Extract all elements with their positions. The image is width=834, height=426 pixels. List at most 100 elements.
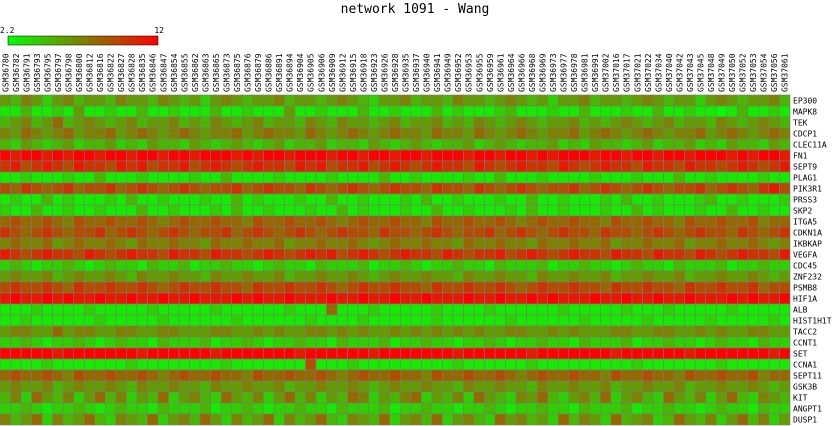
- heatmap-cell: [389, 138, 401, 151]
- heatmap-cell: [326, 292, 338, 305]
- heatmap-cell: [621, 94, 633, 107]
- heatmap-cell: [115, 94, 127, 107]
- heatmap-cell: [368, 303, 380, 316]
- heatmap-cell: [694, 248, 707, 261]
- heatmap-cell: [579, 402, 591, 415]
- heatmap-cell: [431, 182, 443, 195]
- heatmap-cell: [389, 116, 401, 129]
- heatmap-cell: [758, 325, 770, 338]
- column-label: GSM36835: [138, 53, 147, 92]
- heatmap-cell: [62, 358, 75, 371]
- heatmap-cell: [452, 391, 464, 404]
- heatmap-cell: [347, 325, 359, 338]
- heatmap-cell: [20, 149, 32, 162]
- heatmap-cell: [241, 303, 254, 316]
- heatmap-cell: [252, 237, 264, 250]
- heatmap-cell: [178, 270, 190, 283]
- heatmap-cell: [178, 215, 190, 228]
- heatmap-cell: [421, 116, 433, 129]
- heatmap-cell: [484, 149, 496, 162]
- heatmap-cell: [241, 413, 254, 426]
- heatmap-cell: [758, 94, 770, 107]
- column-label: GSM36822: [107, 53, 116, 92]
- heatmap-cell: [62, 127, 75, 140]
- heatmap-cell: [515, 292, 527, 305]
- row-label: VEGFA: [793, 251, 817, 260]
- heatmap-cell: [126, 182, 138, 195]
- heatmap-cell: [399, 336, 412, 349]
- heatmap-cell: [305, 314, 317, 327]
- heatmap-cell: [421, 182, 433, 195]
- heatmap-cell: [241, 127, 254, 140]
- heatmap-cell: [368, 336, 380, 349]
- heatmap-cell: [557, 336, 570, 349]
- heatmap-cell: [83, 292, 96, 305]
- heatmap-cell: [20, 127, 32, 140]
- heatmap-cell: [41, 336, 53, 349]
- heatmap-cell: [652, 347, 664, 360]
- heatmap-cell: [726, 94, 738, 107]
- heatmap-cell: [105, 347, 117, 360]
- heatmap-cell: [568, 402, 580, 415]
- heatmap-cell: [210, 336, 222, 349]
- heatmap-cell: [463, 149, 475, 162]
- heatmap-cell: [547, 259, 559, 272]
- heatmap-cell: [568, 325, 580, 338]
- heatmap-cell: [652, 358, 664, 371]
- heatmap-cell: [378, 402, 391, 415]
- heatmap-cell: [305, 94, 317, 107]
- heatmap-cell: [758, 105, 770, 118]
- heatmap-cell: [168, 94, 180, 107]
- heatmap-cell: [94, 303, 106, 316]
- heatmap-cell: [589, 391, 601, 404]
- heatmap-cell: [568, 270, 580, 283]
- heatmap-cell: [389, 248, 401, 261]
- heatmap-cell: [431, 303, 443, 316]
- heatmap-cell: [473, 94, 485, 107]
- heatmap-cell: [357, 215, 369, 228]
- heatmap-cell: [305, 402, 317, 415]
- heatmap-cell: [241, 149, 254, 162]
- heatmap-cell: [62, 402, 75, 415]
- heatmap-cell: [673, 402, 685, 415]
- heatmap-cell: [526, 116, 538, 129]
- heatmap-cell: [505, 281, 517, 294]
- heatmap-cell: [105, 336, 117, 349]
- heatmap-cell: [610, 193, 622, 206]
- heatmap-cell: [305, 380, 317, 393]
- heatmap-cell: [505, 215, 517, 228]
- heatmap-cell: [726, 413, 738, 426]
- heatmap-cell: [10, 303, 22, 316]
- heatmap-cell: [600, 358, 612, 371]
- heatmap-cell: [41, 303, 53, 316]
- heatmap-cell: [210, 380, 222, 393]
- heatmap-cell: [62, 248, 75, 261]
- heatmap-cell: [494, 369, 506, 382]
- heatmap-cell: [737, 391, 749, 404]
- heatmap-cell: [779, 171, 791, 184]
- heatmap-cell: [652, 127, 664, 140]
- heatmap-cell: [252, 105, 264, 118]
- heatmap-cell: [368, 281, 380, 294]
- heatmap-cell: [31, 369, 43, 382]
- heatmap-cell: [536, 237, 549, 250]
- column-label: GSM37061: [781, 53, 790, 92]
- heatmap-cell: [726, 336, 738, 349]
- heatmap-cell: [305, 237, 317, 250]
- heatmap-cell: [273, 149, 285, 162]
- heatmap-cell: [231, 281, 243, 294]
- heatmap-cell: [705, 94, 717, 107]
- heatmap-cell: [147, 248, 159, 261]
- heatmap-cell: [631, 292, 643, 305]
- heatmap-cell: [673, 303, 685, 316]
- column-label: GSM37043: [686, 53, 695, 92]
- heatmap-cell: [463, 237, 475, 250]
- heatmap-cell: [715, 116, 728, 129]
- heatmap-cell: [294, 127, 306, 140]
- heatmap-cell: [115, 215, 127, 228]
- heatmap-cell: [715, 248, 728, 261]
- heatmap-cell: [62, 105, 75, 118]
- heatmap-cell: [652, 138, 664, 151]
- heatmap-cell: [663, 413, 675, 426]
- heatmap-cell: [642, 215, 654, 228]
